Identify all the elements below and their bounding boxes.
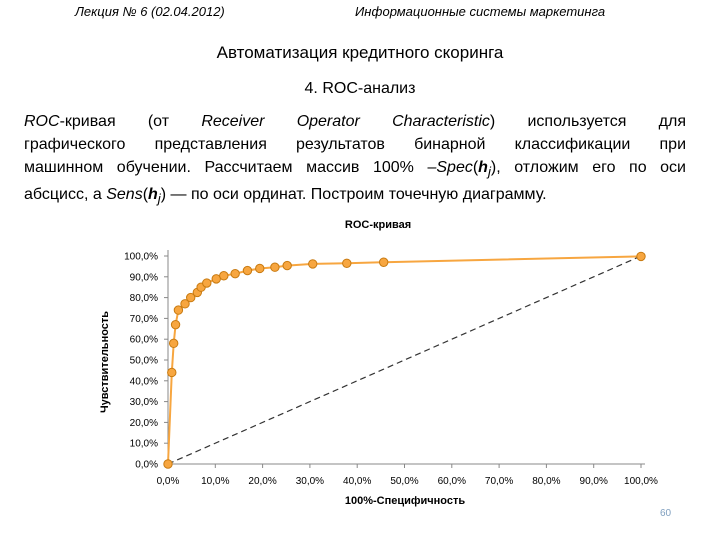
y-tick-label: 80,0%	[130, 293, 158, 304]
term-j: j	[487, 164, 491, 180]
x-tick-label: 10,0%	[201, 476, 229, 487]
roc-data-point	[167, 367, 177, 378]
y-axis-label: Чувствительность	[99, 311, 111, 413]
roc-data-point	[255, 263, 265, 274]
roc-data-point	[219, 271, 229, 281]
x-tick-label: 0,0%	[157, 476, 180, 487]
y-tick-label: 90,0%	[130, 272, 158, 283]
header-lecture: Лекция № 6 (02.04.2012)	[75, 4, 225, 19]
term-j: j	[157, 191, 161, 207]
text-run: ), отложим его по оси	[490, 159, 686, 176]
text-run: ) используется для	[489, 113, 687, 130]
roc-data-point	[242, 265, 253, 276]
roc-data-point	[270, 262, 280, 272]
text-run: машинном обучении. Рассчитаем массив 100…	[24, 159, 437, 176]
term-receiver-operator: Receiver Operator Characteristic	[201, 113, 490, 130]
x-tick-label: 70,0%	[485, 476, 513, 487]
term-spec: Spec	[436, 159, 473, 176]
diagonal-reference-line	[167, 255, 642, 465]
term-roc: ROC	[24, 113, 60, 130]
x-tick-label: 100,0%	[624, 476, 658, 487]
x-tick-label: 40,0%	[343, 476, 371, 487]
text-run: ) — по оси ординат. Построим точечную ди…	[160, 186, 547, 204]
plot-area: 0,0% 10,0% 20,0% 30,0% 40,0% 50,0% 60,0% 70,0% 8…	[124, 250, 658, 487]
y-tick-label: 70,0%	[130, 314, 158, 325]
roc-data-point	[168, 338, 179, 349]
x-tick-label: 60,0%	[438, 476, 466, 487]
roc-data-point	[282, 260, 292, 271]
roc-data-point	[378, 257, 389, 267]
roc-data-point	[342, 258, 352, 268]
x-tick-label: 90,0%	[580, 476, 608, 487]
roc-data-point	[202, 278, 212, 288]
y-tick-label: 10,0%	[130, 439, 158, 450]
paragraph-line-3: машинном обучении. Рассчитаем массив 100…	[24, 156, 686, 183]
slide-title: Автоматизация кредитного скоринга	[216, 43, 504, 62]
body-paragraph: ROC-кривая (от Receiver Operator Charact…	[24, 110, 686, 210]
y-tick-label: 50,0%	[130, 356, 158, 367]
roc-data-point	[173, 305, 184, 315]
y-tick-label: 100,0%	[124, 252, 158, 263]
y-tick-label: 30,0%	[130, 397, 158, 408]
term-h: h	[478, 159, 488, 176]
roc-data-point	[170, 319, 181, 330]
roc-data-point	[186, 292, 196, 303]
term-sens: Sens	[106, 186, 143, 204]
slide-subtitle: 4. ROC-анализ	[304, 80, 416, 97]
roc-data-point	[180, 299, 190, 309]
term-h: h	[148, 186, 158, 204]
roc-data-point	[636, 251, 646, 262]
roc-data-point	[230, 268, 240, 279]
x-tick-label: 20,0%	[248, 476, 276, 487]
x-tick-label: 80,0%	[532, 476, 560, 487]
x-tick-label: 50,0%	[390, 476, 418, 487]
y-tick-label: 20,0%	[130, 418, 158, 429]
y-tick-label: 60,0%	[130, 335, 158, 346]
chart-title: ROC-кривая	[345, 219, 411, 231]
text-run: абсцисс, а	[24, 186, 107, 204]
text-run: (	[142, 186, 149, 204]
text-run: (	[472, 159, 479, 176]
roc-series-line	[167, 255, 642, 465]
paragraph-line-1: ROC-кривая (от Receiver Operator Charact…	[24, 110, 686, 133]
page-number: 60	[660, 508, 672, 519]
x-axis-label: 100%-Специфичность	[345, 495, 466, 507]
x-tick-label: 30,0%	[296, 476, 324, 487]
y-tick-label: 0,0%	[135, 460, 158, 471]
roc-data-point	[163, 459, 173, 469]
roc-data-point	[308, 259, 318, 269]
paragraph-line-4: абсцисс, а Sens(hj) — по оси ординат. По…	[24, 183, 686, 210]
paragraph-line-2: графического представления результатов б…	[24, 136, 686, 153]
header-course: Информационные системы маркетинга	[355, 4, 606, 19]
text-run: -кривая (от	[59, 113, 202, 130]
y-tick-label: 40,0%	[130, 376, 158, 387]
